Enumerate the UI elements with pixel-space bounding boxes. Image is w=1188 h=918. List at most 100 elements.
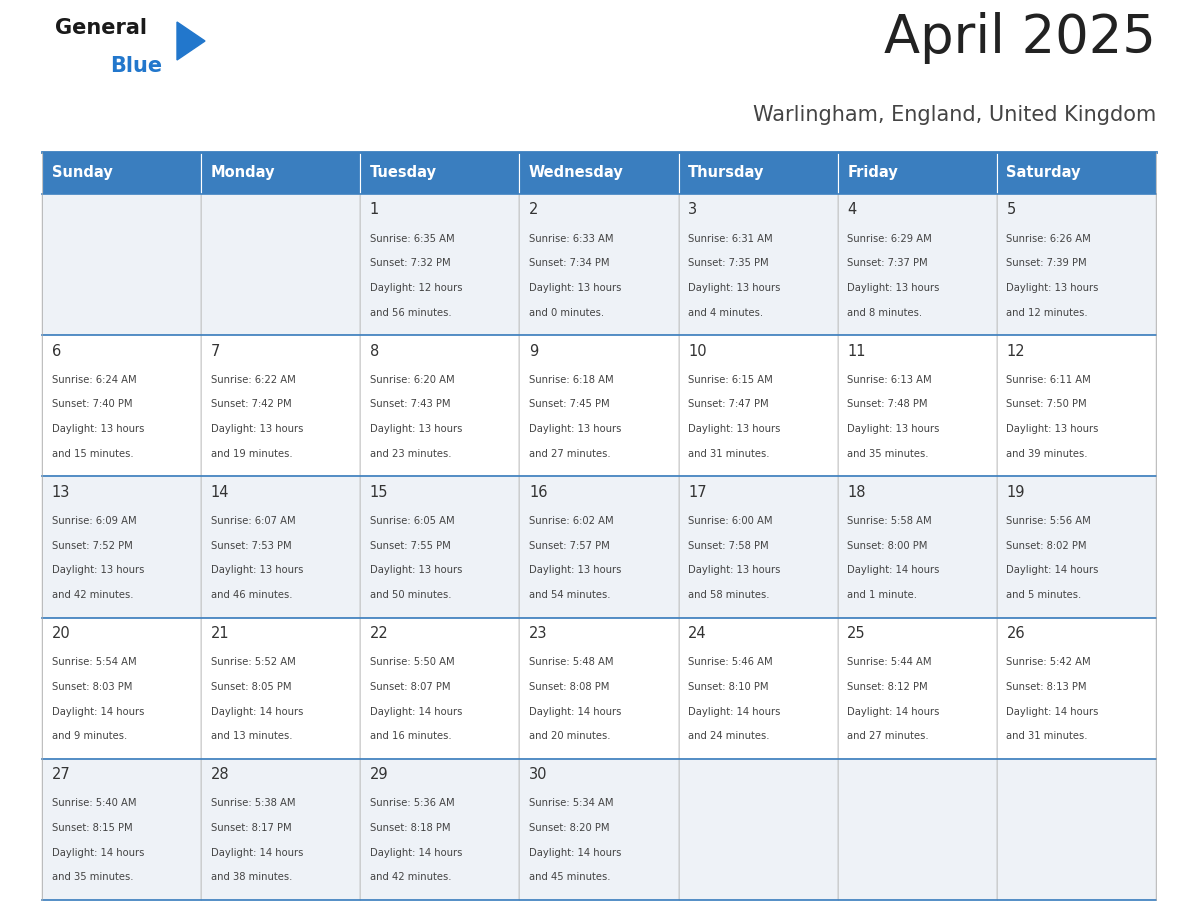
Text: Wednesday: Wednesday <box>529 165 624 181</box>
Text: 4: 4 <box>847 203 857 218</box>
Text: Sunrise: 6:24 AM: Sunrise: 6:24 AM <box>51 375 137 385</box>
Text: Sunset: 7:52 PM: Sunset: 7:52 PM <box>51 541 132 551</box>
Text: Sunset: 7:57 PM: Sunset: 7:57 PM <box>529 541 609 551</box>
Text: Sunrise: 5:46 AM: Sunrise: 5:46 AM <box>688 657 772 667</box>
Text: 19: 19 <box>1006 485 1025 500</box>
Text: Sunrise: 6:20 AM: Sunrise: 6:20 AM <box>369 375 455 385</box>
Text: Daylight: 13 hours: Daylight: 13 hours <box>1006 283 1099 293</box>
Text: Daylight: 14 hours: Daylight: 14 hours <box>210 847 303 857</box>
Text: 10: 10 <box>688 343 707 359</box>
Text: 13: 13 <box>51 485 70 500</box>
Text: Sunset: 7:55 PM: Sunset: 7:55 PM <box>369 541 450 551</box>
Text: 11: 11 <box>847 343 866 359</box>
Text: and 35 minutes.: and 35 minutes. <box>847 449 929 459</box>
Text: Sunset: 7:42 PM: Sunset: 7:42 PM <box>210 399 291 409</box>
Text: 8: 8 <box>369 343 379 359</box>
Text: 5: 5 <box>1006 203 1016 218</box>
Text: Saturday: Saturday <box>1006 165 1081 181</box>
Text: Sunrise: 6:18 AM: Sunrise: 6:18 AM <box>529 375 614 385</box>
Text: and 23 minutes.: and 23 minutes. <box>369 449 451 459</box>
Text: Sunset: 8:02 PM: Sunset: 8:02 PM <box>1006 541 1087 551</box>
Text: 15: 15 <box>369 485 388 500</box>
Text: Sunrise: 6:13 AM: Sunrise: 6:13 AM <box>847 375 931 385</box>
Bar <box>42 759 201 900</box>
Bar <box>42 618 201 759</box>
Text: 23: 23 <box>529 626 548 641</box>
Text: Daylight: 14 hours: Daylight: 14 hours <box>688 707 781 717</box>
Text: Sunrise: 5:34 AM: Sunrise: 5:34 AM <box>529 799 613 809</box>
Text: and 12 minutes.: and 12 minutes. <box>1006 308 1088 318</box>
Text: Sunset: 7:50 PM: Sunset: 7:50 PM <box>1006 399 1087 409</box>
Text: and 54 minutes.: and 54 minutes. <box>529 590 611 600</box>
Text: Daylight: 13 hours: Daylight: 13 hours <box>51 565 144 576</box>
Text: Sunrise: 5:40 AM: Sunrise: 5:40 AM <box>51 799 137 809</box>
Text: Sunrise: 5:42 AM: Sunrise: 5:42 AM <box>1006 657 1091 667</box>
Text: and 0 minutes.: and 0 minutes. <box>529 308 605 318</box>
Text: Sunset: 7:32 PM: Sunset: 7:32 PM <box>369 258 450 268</box>
Text: Sunset: 7:43 PM: Sunset: 7:43 PM <box>369 399 450 409</box>
Text: Monday: Monday <box>210 165 276 181</box>
Bar <box>678 335 838 476</box>
Text: Sunrise: 6:07 AM: Sunrise: 6:07 AM <box>210 516 296 526</box>
Text: Sunrise: 6:09 AM: Sunrise: 6:09 AM <box>51 516 137 526</box>
Bar <box>838 618 997 759</box>
Bar <box>360 759 519 900</box>
Bar <box>201 759 360 900</box>
Text: Sunrise: 6:31 AM: Sunrise: 6:31 AM <box>688 233 772 243</box>
Text: and 5 minutes.: and 5 minutes. <box>1006 590 1081 600</box>
Text: Sunset: 7:37 PM: Sunset: 7:37 PM <box>847 258 928 268</box>
Text: Sunrise: 5:58 AM: Sunrise: 5:58 AM <box>847 516 931 526</box>
Text: Sunset: 8:17 PM: Sunset: 8:17 PM <box>210 823 291 833</box>
Text: 21: 21 <box>210 626 229 641</box>
Text: Sunset: 8:18 PM: Sunset: 8:18 PM <box>369 823 450 833</box>
Bar <box>678 152 838 194</box>
Bar <box>997 618 1156 759</box>
Text: Sunrise: 5:50 AM: Sunrise: 5:50 AM <box>369 657 455 667</box>
Text: Sunrise: 5:38 AM: Sunrise: 5:38 AM <box>210 799 295 809</box>
Text: Sunset: 7:34 PM: Sunset: 7:34 PM <box>529 258 609 268</box>
Bar <box>360 194 519 335</box>
Bar <box>519 335 678 476</box>
Text: and 15 minutes.: and 15 minutes. <box>51 449 133 459</box>
Bar <box>42 152 201 194</box>
Bar <box>201 476 360 618</box>
Text: and 56 minutes.: and 56 minutes. <box>369 308 451 318</box>
Bar <box>201 194 360 335</box>
Text: Sunset: 8:07 PM: Sunset: 8:07 PM <box>369 682 450 692</box>
Text: Sunrise: 6:00 AM: Sunrise: 6:00 AM <box>688 516 772 526</box>
Text: Sunrise: 5:44 AM: Sunrise: 5:44 AM <box>847 657 931 667</box>
Text: Sunset: 8:13 PM: Sunset: 8:13 PM <box>1006 682 1087 692</box>
Text: Thursday: Thursday <box>688 165 765 181</box>
Text: Friday: Friday <box>847 165 898 181</box>
Text: Daylight: 13 hours: Daylight: 13 hours <box>529 424 621 434</box>
Text: Daylight: 13 hours: Daylight: 13 hours <box>847 424 940 434</box>
Bar <box>201 335 360 476</box>
Text: Daylight: 14 hours: Daylight: 14 hours <box>210 707 303 717</box>
Bar <box>201 152 360 194</box>
Text: Sunday: Sunday <box>51 165 113 181</box>
Text: 27: 27 <box>51 767 70 782</box>
Text: and 35 minutes.: and 35 minutes. <box>51 872 133 882</box>
Text: Sunset: 7:47 PM: Sunset: 7:47 PM <box>688 399 769 409</box>
Text: Daylight: 13 hours: Daylight: 13 hours <box>688 424 781 434</box>
Text: Sunset: 8:10 PM: Sunset: 8:10 PM <box>688 682 769 692</box>
Text: Daylight: 13 hours: Daylight: 13 hours <box>51 424 144 434</box>
Text: Sunset: 8:05 PM: Sunset: 8:05 PM <box>210 682 291 692</box>
Text: and 24 minutes.: and 24 minutes. <box>688 732 770 741</box>
Text: Sunset: 7:53 PM: Sunset: 7:53 PM <box>210 541 291 551</box>
Text: Daylight: 14 hours: Daylight: 14 hours <box>847 565 940 576</box>
Bar <box>42 335 201 476</box>
Text: 24: 24 <box>688 626 707 641</box>
Text: 18: 18 <box>847 485 866 500</box>
Text: Daylight: 14 hours: Daylight: 14 hours <box>529 707 621 717</box>
Text: 17: 17 <box>688 485 707 500</box>
Bar <box>678 759 838 900</box>
Text: Sunset: 8:20 PM: Sunset: 8:20 PM <box>529 823 609 833</box>
Bar <box>997 335 1156 476</box>
Text: Sunrise: 6:02 AM: Sunrise: 6:02 AM <box>529 516 614 526</box>
Text: Daylight: 13 hours: Daylight: 13 hours <box>369 565 462 576</box>
Text: and 27 minutes.: and 27 minutes. <box>847 732 929 741</box>
Text: and 42 minutes.: and 42 minutes. <box>51 590 133 600</box>
Bar <box>42 476 201 618</box>
Text: Tuesday: Tuesday <box>369 165 437 181</box>
